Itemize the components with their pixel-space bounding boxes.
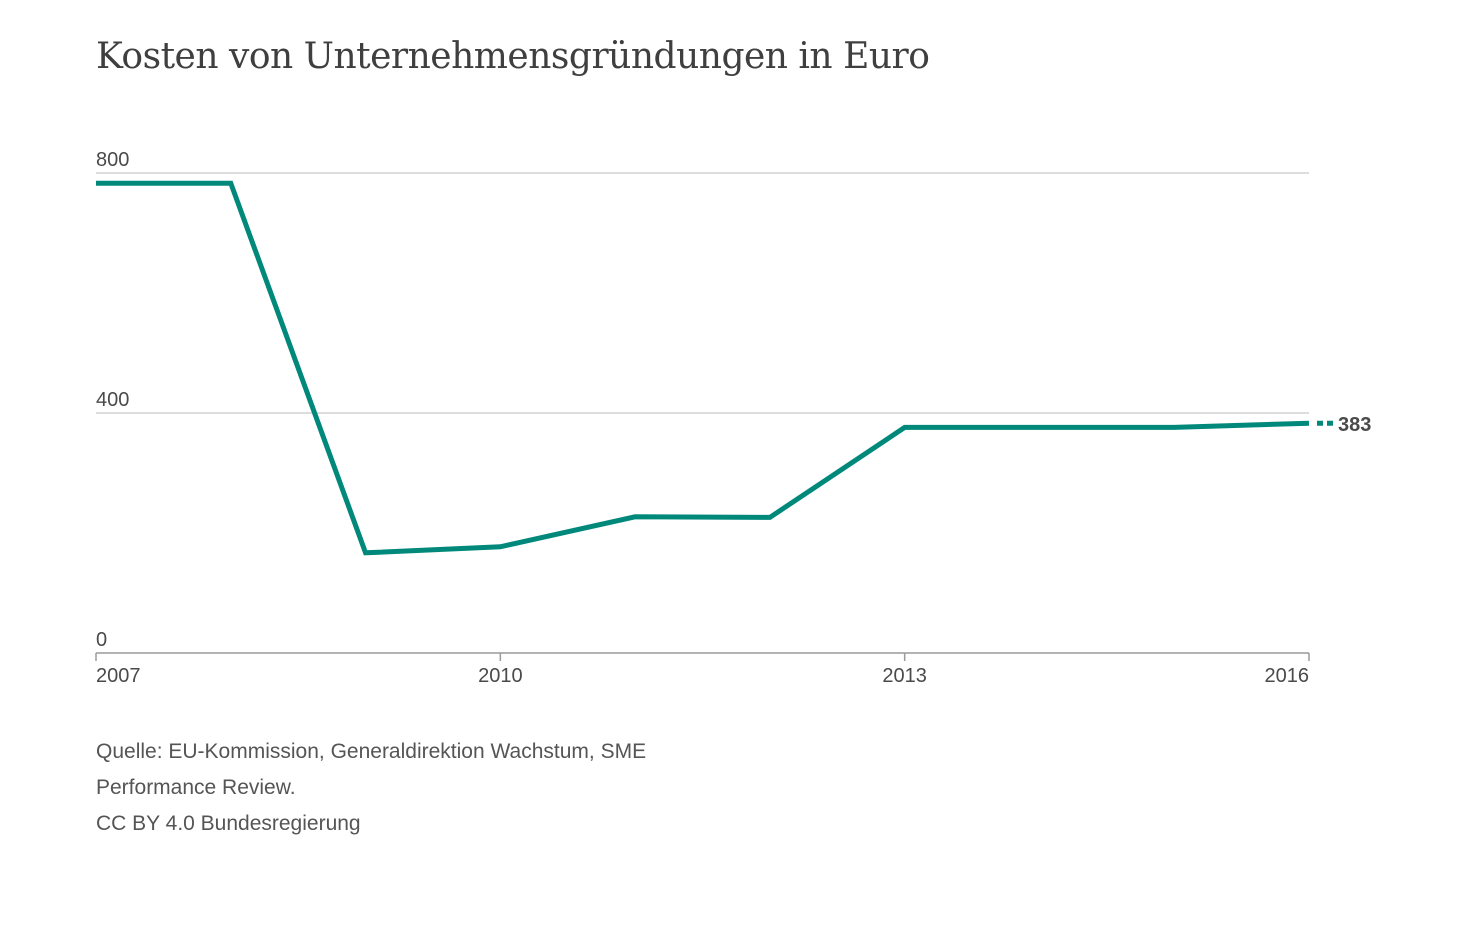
y-axis-ticks: 0 400 800	[96, 149, 129, 651]
series-layer	[96, 180, 1337, 556]
source-line-1: Quelle: EU-Kommission, Generaldirektion …	[96, 740, 647, 763]
source-line-2: Performance Review.	[96, 776, 296, 799]
end-value-label: 383	[1338, 414, 1371, 436]
source-line-3: CC BY 4.0 Bundesregierung	[96, 812, 361, 835]
y-tick-label-800: 800	[96, 149, 129, 171]
x-tick-label-2016: 2016	[1265, 665, 1310, 687]
series-line-0	[96, 180, 1310, 556]
x-tick-label-2013: 2013	[882, 665, 927, 687]
chart-title: Kosten von Unternehmensgründungen in Eur…	[96, 36, 930, 77]
source-note: Quelle: EU-Kommission, Generaldirektion …	[96, 734, 646, 842]
grid-lines	[96, 172, 1309, 414]
x-axis: 2007 2010 2013 2016	[95, 652, 1310, 687]
x-tick-label-2007: 2007	[96, 665, 141, 687]
y-tick-label-0: 0	[96, 629, 107, 651]
end-label-layer: 383	[1338, 414, 1371, 436]
x-tick-label-2010: 2010	[478, 665, 523, 687]
y-tick-label-400: 400	[96, 389, 129, 411]
